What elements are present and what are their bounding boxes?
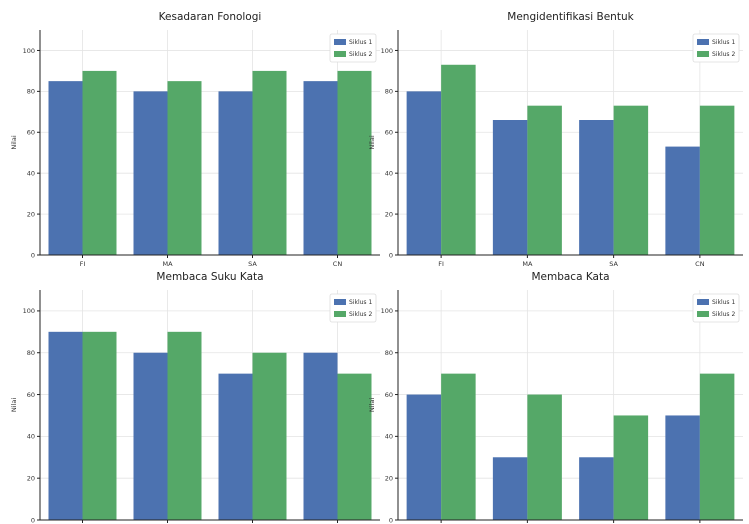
bar-siklus-1-fi bbox=[48, 81, 83, 256]
x-tick-label: MA bbox=[522, 260, 533, 268]
bar-siklus-1-cn bbox=[303, 352, 338, 520]
x-tick-label: SA bbox=[609, 260, 618, 268]
legend: Siklus 1 Siklus 2 bbox=[692, 33, 740, 63]
legend: Siklus 1 Siklus 2 bbox=[329, 293, 377, 323]
bar-siklus-2-fi bbox=[82, 331, 117, 520]
chart-panel-1: 0 20 40 60 80 100 FI MA SA CN Kesadaran Fonologi Ni… bbox=[10, 11, 380, 268]
bar-siklus-2-sa bbox=[613, 105, 649, 255]
chart-title: Membaca Suku Kata bbox=[156, 271, 263, 283]
y-tick-label: 100 bbox=[23, 47, 35, 55]
legend-swatch-2 bbox=[697, 311, 709, 317]
bar-siklus-1-ma bbox=[133, 352, 168, 520]
y-tick-label: 20 bbox=[385, 210, 393, 218]
bar-siklus-2-ma bbox=[167, 331, 202, 520]
legend-swatch-1 bbox=[697, 299, 709, 305]
bar-siklus-2-fi bbox=[82, 70, 117, 255]
y-tick-label: 60 bbox=[385, 391, 393, 399]
legend-swatch-1 bbox=[334, 39, 346, 45]
y-tick-label: 20 bbox=[385, 474, 393, 482]
y-tick-label: 40 bbox=[385, 169, 393, 177]
y-tick-label: 100 bbox=[23, 307, 35, 315]
y-tick-label: 0 bbox=[31, 516, 35, 524]
y-tick-label: 20 bbox=[27, 210, 35, 218]
chart-panel-2: 0 20 40 60 80 100 FI MA SA CN Mengidentifikasi Ben… bbox=[368, 11, 743, 268]
bar-siklus-1-ma bbox=[133, 91, 168, 255]
chart-title: Membaca Kata bbox=[531, 271, 609, 283]
chart-title: Mengidentifikasi Bentuk bbox=[507, 11, 634, 23]
y-axis-label: Nilai bbox=[368, 135, 376, 149]
x-tick-label: SA bbox=[248, 260, 257, 268]
bar-siklus-1-sa bbox=[579, 457, 614, 520]
legend-label-2: Siklus 2 bbox=[349, 51, 372, 58]
bar-siklus-2-cn bbox=[337, 70, 372, 255]
bar-siklus-2-cn bbox=[337, 373, 372, 520]
bar-siklus-1-ma bbox=[492, 457, 528, 520]
y-tick-label: 60 bbox=[27, 129, 35, 137]
bar-siklus-2-fi bbox=[441, 373, 476, 520]
y-axis-label: Nilai bbox=[368, 398, 376, 412]
legend-swatch-1 bbox=[697, 39, 709, 45]
y-tick-label: 0 bbox=[389, 516, 393, 524]
legend-swatch-2 bbox=[334, 311, 346, 317]
bar-siklus-2-fi bbox=[441, 64, 476, 255]
bar-siklus-1-cn bbox=[665, 146, 700, 255]
legend-label-1: Siklus 1 bbox=[349, 39, 372, 46]
y-tick-label: 80 bbox=[385, 349, 393, 357]
bar-siklus-1-sa bbox=[579, 120, 614, 255]
x-tick-label: CN bbox=[695, 260, 705, 268]
legend-label-2: Siklus 2 bbox=[349, 311, 372, 318]
legend-label-2: Siklus 2 bbox=[712, 51, 735, 58]
legend-label-1: Siklus 1 bbox=[712, 299, 735, 306]
y-tick-label: 80 bbox=[27, 88, 35, 96]
legend: Siklus 1 Siklus 2 bbox=[692, 293, 740, 323]
y-tick-label: 100 bbox=[381, 307, 393, 315]
bar-siklus-2-ma bbox=[167, 81, 202, 256]
chart-panel-3: 020406080100FIMASACNMembaca Suku KataNil… bbox=[10, 271, 380, 524]
bar-siklus-1-sa bbox=[218, 91, 253, 255]
legend: Siklus 1 Siklus 2 bbox=[329, 33, 377, 63]
x-tick-label: MA bbox=[162, 260, 173, 268]
legend-label-1: Siklus 1 bbox=[349, 299, 372, 306]
legend-swatch-2 bbox=[334, 51, 346, 57]
bar-siklus-2-cn bbox=[699, 373, 735, 520]
bar-siklus-1-fi bbox=[406, 394, 442, 520]
y-tick-label: 80 bbox=[385, 88, 393, 96]
x-tick-label: FI bbox=[80, 260, 86, 268]
bar-siklus-2-sa bbox=[252, 70, 287, 255]
bar-siklus-1-sa bbox=[218, 373, 253, 520]
y-tick-label: 0 bbox=[389, 251, 393, 259]
legend-label-1: Siklus 1 bbox=[712, 39, 735, 46]
y-tick-label: 20 bbox=[27, 474, 35, 482]
bar-siklus-1-cn bbox=[665, 415, 700, 520]
chart-panel-4: 020406080100FIMASACNMembaca KataNilaiSik… bbox=[368, 271, 743, 524]
y-tick-label: 0 bbox=[31, 251, 35, 259]
y-tick-label: 40 bbox=[385, 433, 393, 441]
bar-siklus-1-fi bbox=[48, 331, 83, 520]
legend-label-2: Siklus 2 bbox=[712, 311, 735, 318]
legend-swatch-1 bbox=[334, 299, 346, 305]
y-tick-label: 60 bbox=[27, 391, 35, 399]
chart-title: Kesadaran Fonologi bbox=[159, 11, 262, 23]
x-tick-label: FI bbox=[438, 260, 444, 268]
y-axis-label: Nilai bbox=[10, 135, 18, 149]
bar-siklus-2-ma bbox=[527, 105, 562, 255]
bar-siklus-1-cn bbox=[303, 81, 338, 256]
bar-siklus-2-ma bbox=[527, 394, 562, 520]
x-tick-label: CN bbox=[333, 260, 343, 268]
bar-siklus-1-fi bbox=[406, 91, 442, 255]
bar-siklus-1-ma bbox=[492, 120, 528, 255]
y-tick-label: 40 bbox=[27, 433, 35, 441]
y-tick-label: 80 bbox=[27, 349, 35, 357]
y-tick-label: 100 bbox=[381, 47, 393, 55]
legend-swatch-2 bbox=[697, 51, 709, 57]
bar-siklus-2-cn bbox=[699, 105, 735, 255]
bar-siklus-2-sa bbox=[613, 415, 649, 520]
y-axis-label: Nilai bbox=[10, 398, 18, 412]
y-tick-label: 40 bbox=[27, 169, 35, 177]
bar-siklus-2-sa bbox=[252, 352, 287, 520]
y-tick-label: 60 bbox=[385, 129, 393, 137]
